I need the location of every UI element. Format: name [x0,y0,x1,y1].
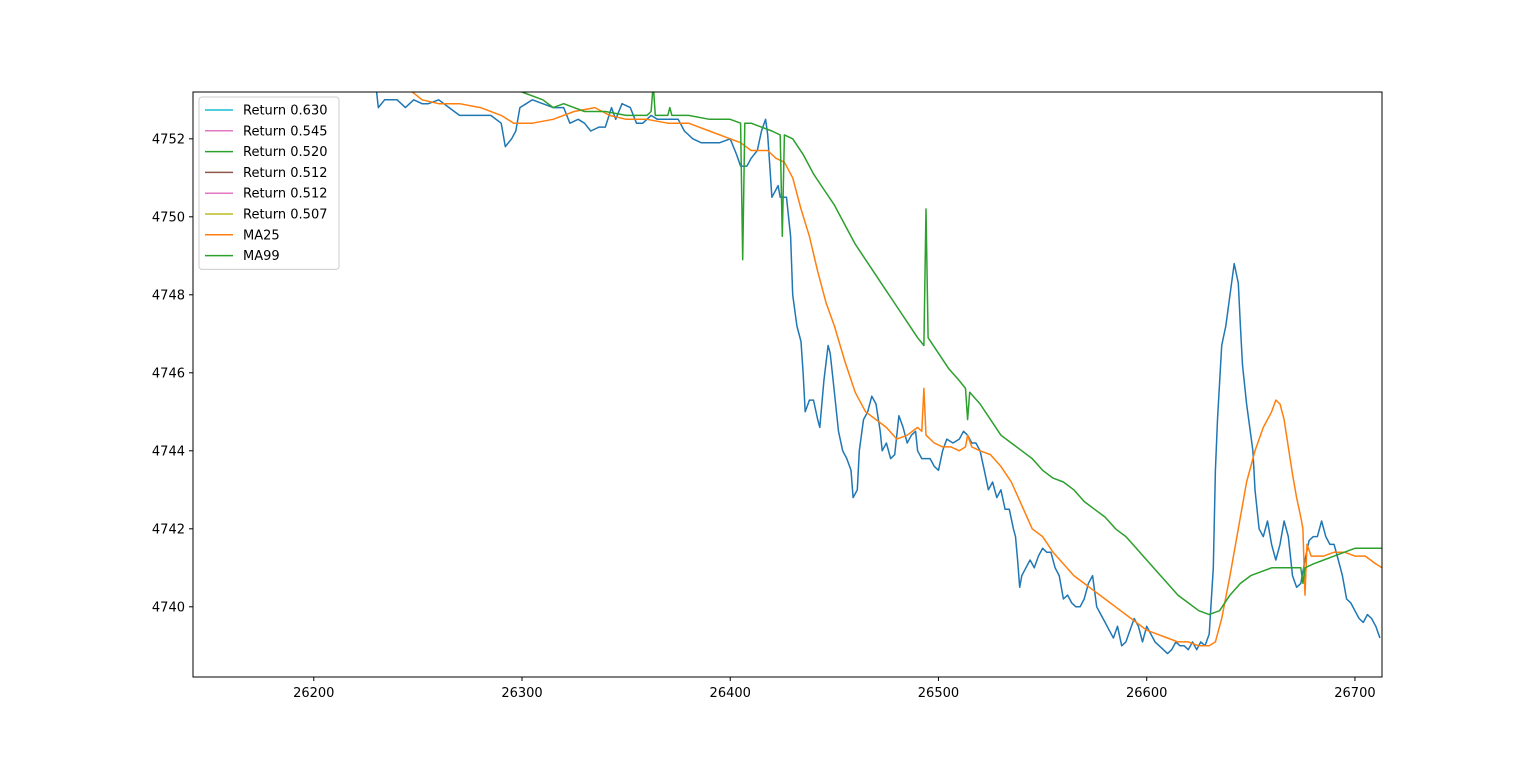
legend-label: Return 0.512 [243,166,328,181]
legend-label: Return 0.545 [243,124,328,139]
y-tick-label: 4750 [152,210,185,225]
legend-label: Return 0.520 [243,145,328,160]
y-tick-label: 4744 [152,444,185,459]
y-tick-label: 4746 [152,366,185,381]
legend-label: MA99 [243,249,280,264]
legend-label: Return 0.512 [243,187,328,202]
x-tick-label: 26500 [918,686,959,701]
legend: Return 0.630 Return 0.545 Return 0.520 Retu… [198,96,340,270]
series-line-ma99 [521,92,1382,616]
y-tick-label: 4742 [152,522,185,537]
legend-label: Return 0.630 [243,104,328,119]
x-tick-label: 26300 [501,686,542,701]
x-tick-label: 26700 [1334,686,1375,701]
x-tick-label: 26200 [293,686,334,701]
x-tick-label: 26600 [1126,686,1167,701]
series-layer [375,92,1382,655]
x-tick-label: 26400 [710,686,751,701]
x-axis: 26200 26300 26400 26500 26600 26700 [293,677,1376,701]
series-line-ma25 [411,92,1382,647]
legend-label: Return 0.507 [243,208,328,223]
legend-box [198,96,340,270]
y-axis: 4740 4742 4744 4746 4748 4750 4752 [152,132,193,615]
y-tick-label: 4752 [152,132,185,147]
legend-label: MA25 [243,228,280,243]
y-tick-label: 4740 [152,600,185,615]
y-tick-label: 4748 [152,288,185,303]
plot-frame [192,91,1383,678]
